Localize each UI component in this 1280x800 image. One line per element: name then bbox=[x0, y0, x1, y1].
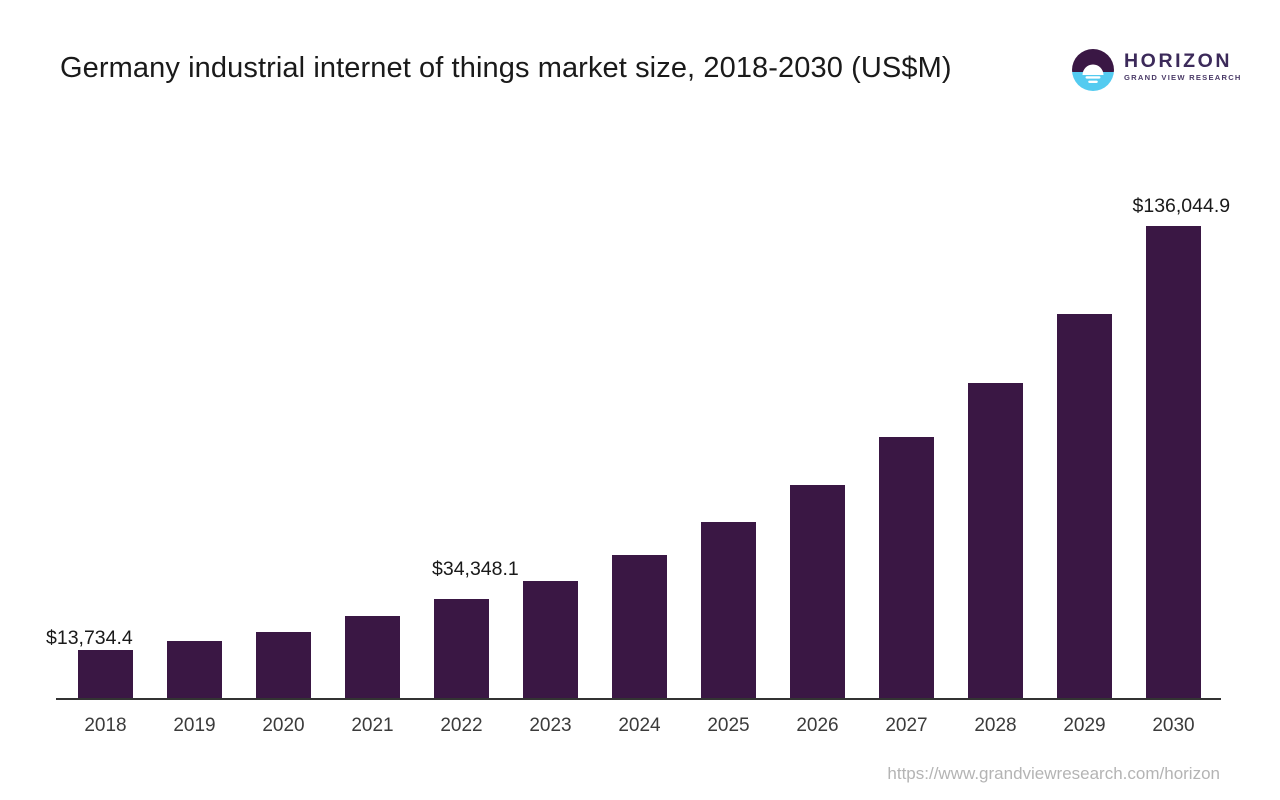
bar-2019[interactable] bbox=[167, 641, 222, 698]
bar-2018[interactable] bbox=[78, 650, 133, 698]
data-label-2030: $136,044.9 bbox=[1132, 195, 1231, 217]
bar-2030[interactable] bbox=[1146, 226, 1201, 698]
x-tick-2027: 2027 bbox=[885, 715, 928, 736]
bar-2029[interactable] bbox=[1057, 314, 1112, 698]
source-url-link[interactable]: https://www.grandviewresearch.com/horizo… bbox=[887, 764, 1220, 783]
x-tick-2026: 2026 bbox=[796, 715, 839, 736]
page-title: Germany industrial internet of things ma… bbox=[60, 52, 952, 84]
x-tick-2021: 2021 bbox=[351, 715, 394, 736]
x-tick-2028: 2028 bbox=[974, 715, 1017, 736]
bar-2020[interactable] bbox=[256, 632, 311, 698]
data-label-2018: $13,734.4 bbox=[46, 627, 133, 649]
bar-2028[interactable] bbox=[968, 383, 1023, 698]
chart-header: Germany industrial internet of things ma… bbox=[0, 0, 1280, 150]
x-tick-2024: 2024 bbox=[618, 715, 661, 736]
x-tick-2022: 2022 bbox=[440, 715, 483, 736]
logo-tagline: GRAND VIEW RESEARCH bbox=[1124, 73, 1242, 82]
data-label-2023: $34,348.1 bbox=[432, 558, 519, 580]
x-tick-2025: 2025 bbox=[707, 715, 750, 736]
x-tick-2018: 2018 bbox=[84, 715, 127, 736]
bar-2023[interactable] bbox=[523, 581, 578, 698]
bar-2024[interactable] bbox=[612, 555, 667, 698]
bar-2022[interactable] bbox=[434, 599, 489, 698]
x-tick-2023: 2023 bbox=[529, 715, 572, 736]
bar-2025[interactable] bbox=[701, 522, 756, 698]
x-tick-2019: 2019 bbox=[173, 715, 216, 736]
x-tick-2030: 2030 bbox=[1152, 715, 1195, 736]
x-axis-line bbox=[56, 698, 1221, 700]
brand-logo[interactable]: HORIZON GRAND VIEW RESEARCH bbox=[1072, 47, 1242, 93]
bar-2027[interactable] bbox=[879, 437, 934, 698]
logo-text: HORIZON GRAND VIEW RESEARCH bbox=[1124, 50, 1242, 84]
x-tick-2020: 2020 bbox=[262, 715, 305, 736]
logo-wordmark: HORIZON bbox=[1124, 50, 1233, 72]
bar-2021[interactable] bbox=[345, 616, 400, 698]
bar-2026[interactable] bbox=[790, 485, 845, 698]
x-tick-2029: 2029 bbox=[1063, 715, 1106, 736]
horizon-mark-icon bbox=[1072, 49, 1114, 91]
